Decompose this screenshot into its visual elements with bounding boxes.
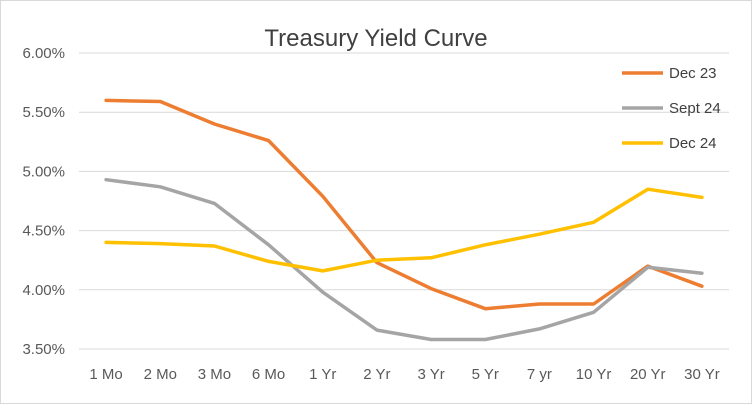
legend: Dec 23 Sept 24 Dec 24 — [622, 65, 721, 152]
x-tick-label: 2 Yr — [363, 366, 390, 383]
x-tick-label: 1 Yr — [309, 366, 336, 383]
series-lines — [104, 98, 704, 342]
series-line-0 — [104, 98, 704, 311]
y-tick-label: 5.00% — [22, 163, 65, 180]
legend-label: Sept 24 — [669, 100, 721, 117]
x-tick-label: 2 Mo — [144, 366, 177, 383]
legend-label: Dec 23 — [669, 65, 717, 82]
y-tick-label: 3.50% — [22, 341, 65, 358]
y-tick-label: 4.50% — [22, 223, 65, 240]
x-tick-label: 10 Yr — [576, 366, 612, 383]
x-tick-label: 6 Mo — [252, 366, 285, 383]
x-tick-label: 1 Mo — [89, 366, 122, 383]
x-tick-label: 30 Yr — [684, 366, 720, 383]
series-line-1 — [104, 177, 704, 342]
series-line-2 — [104, 187, 704, 273]
x-axis-ticks: 1 Mo 2 Mo 3 Mo 6 Mo 1 Yr 2 Yr 3 Yr 5 Yr 7 yr 10 Y… — [89, 366, 719, 383]
x-tick-label: 7 yr — [527, 366, 552, 383]
x-tick-label: 3 Mo — [198, 366, 231, 383]
y-tick-label: 6.00% — [22, 45, 65, 62]
x-tick-label: 20 Yr — [630, 366, 666, 383]
x-tick-label: 5 Yr — [472, 366, 499, 383]
x-tick-label: 3 Yr — [417, 366, 444, 383]
y-tick-label: 4.00% — [22, 282, 65, 299]
chart-title: Treasury Yield Curve — [264, 25, 487, 52]
y-axis-ticks: 3.50% 4.00% 4.50% 5.00% 5.50% 6.00% — [22, 45, 65, 358]
y-tick-label: 5.50% — [22, 104, 65, 121]
legend-label: Dec 24 — [669, 135, 717, 152]
